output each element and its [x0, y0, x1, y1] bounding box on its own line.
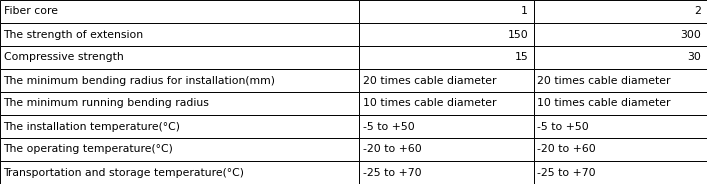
Bar — [534, 0, 707, 23]
Bar — [359, 23, 534, 46]
Bar — [534, 92, 707, 115]
Text: -20 to +60: -20 to +60 — [363, 144, 421, 155]
Text: The operating temperature(°C): The operating temperature(°C) — [4, 144, 173, 155]
Bar — [534, 69, 707, 92]
Bar — [359, 0, 534, 23]
Text: The strength of extension: The strength of extension — [4, 29, 144, 40]
Bar — [534, 161, 707, 184]
Bar — [0, 69, 359, 92]
Text: -25 to +70: -25 to +70 — [537, 167, 596, 178]
Bar — [534, 138, 707, 161]
Text: Fiber core: Fiber core — [4, 6, 57, 17]
Text: -20 to +60: -20 to +60 — [537, 144, 596, 155]
Bar — [0, 23, 359, 46]
Text: -5 to +50: -5 to +50 — [363, 121, 414, 132]
Text: 30: 30 — [687, 52, 701, 63]
Text: The installation temperature(°C): The installation temperature(°C) — [4, 121, 180, 132]
Bar — [534, 46, 707, 69]
Text: 20 times cable diameter: 20 times cable diameter — [363, 75, 496, 86]
Bar — [0, 0, 359, 23]
Bar — [534, 23, 707, 46]
Text: 150: 150 — [508, 29, 528, 40]
Bar — [359, 161, 534, 184]
Text: 1: 1 — [521, 6, 528, 17]
Text: 20 times cable diameter: 20 times cable diameter — [537, 75, 671, 86]
Bar — [359, 138, 534, 161]
Text: The minimum bending radius for installation(mm): The minimum bending radius for installat… — [4, 75, 276, 86]
Text: 2: 2 — [694, 6, 701, 17]
Bar — [359, 46, 534, 69]
Text: 15: 15 — [515, 52, 528, 63]
Text: 10 times cable diameter: 10 times cable diameter — [363, 98, 496, 109]
Bar — [359, 115, 534, 138]
Bar — [0, 115, 359, 138]
Text: 300: 300 — [680, 29, 701, 40]
Text: Compressive strength: Compressive strength — [4, 52, 123, 63]
Bar — [534, 115, 707, 138]
Text: 10 times cable diameter: 10 times cable diameter — [537, 98, 671, 109]
Bar — [359, 92, 534, 115]
Text: -25 to +70: -25 to +70 — [363, 167, 421, 178]
Bar — [0, 92, 359, 115]
Bar — [0, 138, 359, 161]
Text: Transportation and storage temperature(°C): Transportation and storage temperature(°… — [4, 167, 245, 178]
Bar — [0, 46, 359, 69]
Bar — [0, 161, 359, 184]
Bar — [359, 69, 534, 92]
Text: The minimum running bending radius: The minimum running bending radius — [4, 98, 209, 109]
Text: -5 to +50: -5 to +50 — [537, 121, 589, 132]
